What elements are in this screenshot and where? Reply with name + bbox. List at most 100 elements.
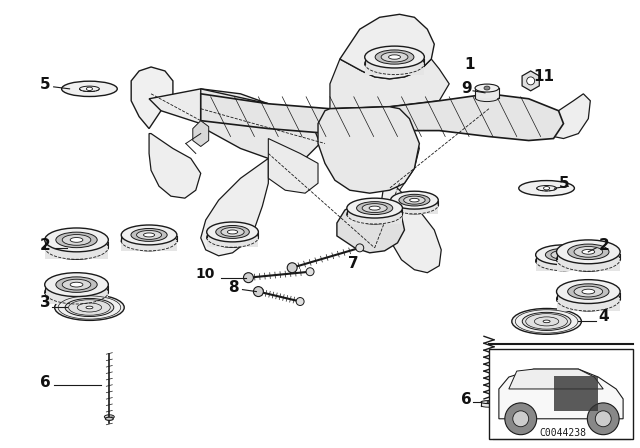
Ellipse shape [365, 46, 424, 68]
Ellipse shape [557, 287, 620, 311]
Ellipse shape [45, 236, 108, 259]
Ellipse shape [106, 417, 113, 420]
Text: 4: 4 [598, 310, 609, 324]
Text: 1: 1 [464, 57, 475, 72]
Circle shape [588, 403, 619, 435]
Ellipse shape [574, 246, 603, 257]
Bar [536, 260, 591, 271]
Ellipse shape [543, 320, 550, 323]
Bar [481, 402, 497, 406]
Ellipse shape [221, 228, 244, 237]
Polygon shape [330, 59, 449, 109]
Bar [45, 291, 108, 304]
Text: 7: 7 [348, 256, 358, 271]
Ellipse shape [56, 232, 97, 248]
Circle shape [306, 268, 314, 276]
Ellipse shape [121, 231, 177, 251]
Ellipse shape [568, 244, 609, 259]
Ellipse shape [227, 230, 237, 234]
Ellipse shape [356, 202, 393, 215]
Text: 3: 3 [40, 296, 51, 310]
Polygon shape [337, 200, 404, 253]
Ellipse shape [86, 306, 93, 309]
Polygon shape [318, 107, 419, 193]
Polygon shape [131, 67, 173, 129]
Bar [557, 258, 620, 271]
Polygon shape [499, 369, 623, 419]
Text: C0044238: C0044238 [540, 428, 587, 438]
Circle shape [527, 77, 534, 85]
Ellipse shape [557, 280, 620, 303]
Ellipse shape [45, 280, 108, 304]
Ellipse shape [381, 52, 408, 62]
Ellipse shape [61, 81, 117, 96]
Text: 6: 6 [461, 392, 472, 407]
Ellipse shape [404, 196, 425, 204]
Ellipse shape [70, 282, 83, 287]
Text: 5: 5 [559, 176, 569, 191]
Ellipse shape [62, 235, 91, 245]
Circle shape [505, 403, 537, 435]
Bar [554, 376, 598, 411]
Ellipse shape [519, 181, 575, 196]
Ellipse shape [365, 53, 424, 74]
Circle shape [595, 411, 611, 427]
Polygon shape [201, 94, 563, 141]
Polygon shape [149, 134, 201, 198]
Text: 10: 10 [196, 267, 215, 280]
Ellipse shape [558, 253, 569, 257]
Ellipse shape [557, 247, 620, 271]
Ellipse shape [487, 401, 491, 403]
Text: 2: 2 [598, 238, 609, 253]
Text: 2: 2 [40, 238, 51, 253]
Polygon shape [522, 71, 540, 91]
Ellipse shape [574, 286, 603, 297]
Ellipse shape [582, 250, 595, 254]
Ellipse shape [54, 294, 124, 320]
Text: 9: 9 [461, 81, 472, 96]
Polygon shape [554, 94, 590, 138]
Ellipse shape [512, 309, 581, 334]
Bar [489, 349, 633, 439]
Text: 6: 6 [40, 375, 51, 390]
Text: 8: 8 [228, 280, 239, 295]
Circle shape [513, 411, 529, 427]
Ellipse shape [481, 401, 497, 404]
Ellipse shape [410, 198, 419, 202]
Ellipse shape [522, 312, 571, 331]
Ellipse shape [207, 222, 259, 242]
Ellipse shape [121, 225, 177, 245]
Circle shape [296, 297, 304, 306]
Ellipse shape [45, 228, 108, 252]
Ellipse shape [65, 298, 114, 317]
Ellipse shape [216, 225, 250, 238]
Circle shape [243, 273, 253, 283]
Bar [390, 205, 438, 214]
Ellipse shape [136, 230, 161, 239]
Bar [365, 63, 424, 74]
Ellipse shape [399, 194, 430, 206]
Polygon shape [340, 14, 435, 79]
Polygon shape [193, 121, 209, 146]
Ellipse shape [536, 251, 591, 271]
Ellipse shape [62, 279, 91, 290]
Polygon shape [201, 159, 268, 256]
Ellipse shape [582, 289, 595, 294]
Ellipse shape [545, 248, 582, 261]
Bar [45, 246, 108, 259]
Ellipse shape [347, 204, 403, 224]
Polygon shape [268, 138, 318, 193]
Polygon shape [509, 369, 604, 389]
Ellipse shape [388, 55, 401, 59]
Circle shape [356, 244, 364, 252]
Ellipse shape [70, 237, 83, 242]
Polygon shape [149, 89, 268, 127]
Bar [347, 213, 403, 224]
Ellipse shape [56, 277, 97, 293]
Ellipse shape [375, 50, 414, 64]
Ellipse shape [104, 415, 115, 419]
Ellipse shape [390, 196, 438, 214]
Ellipse shape [484, 86, 490, 90]
Ellipse shape [45, 273, 108, 297]
Ellipse shape [131, 228, 167, 241]
